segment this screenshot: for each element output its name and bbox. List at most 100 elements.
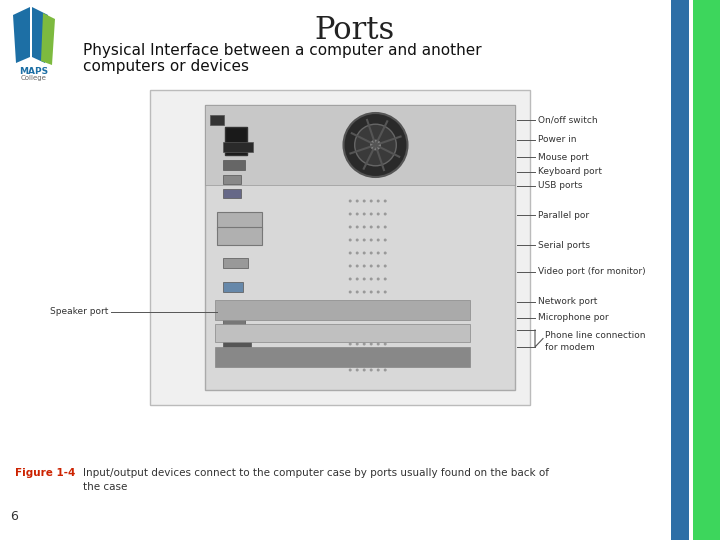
Circle shape — [369, 239, 373, 241]
Text: Serial ports: Serial ports — [538, 240, 590, 249]
Circle shape — [348, 303, 351, 307]
Circle shape — [348, 278, 351, 280]
Text: Video port (for monitor): Video port (for monitor) — [538, 267, 646, 276]
Circle shape — [348, 342, 351, 346]
Text: Microphone por: Microphone por — [538, 314, 608, 322]
Circle shape — [363, 355, 366, 359]
Circle shape — [348, 265, 351, 267]
Circle shape — [369, 368, 373, 372]
Bar — [223, 142, 253, 152]
Circle shape — [377, 355, 379, 359]
Circle shape — [369, 342, 373, 346]
Polygon shape — [32, 7, 48, 63]
Circle shape — [377, 342, 379, 346]
Bar — [215, 347, 470, 367]
Text: Mouse port: Mouse port — [538, 152, 589, 161]
Circle shape — [348, 252, 351, 254]
Circle shape — [363, 303, 366, 307]
Circle shape — [384, 355, 387, 359]
Circle shape — [384, 213, 387, 215]
Bar — [225, 127, 247, 155]
Text: Physical Interface between a computer and another: Physical Interface between a computer an… — [83, 43, 482, 58]
Circle shape — [356, 278, 359, 280]
Circle shape — [356, 252, 359, 254]
Bar — [217, 212, 262, 230]
Bar — [223, 175, 241, 184]
Text: Network port: Network port — [538, 298, 598, 307]
Text: Speaker port: Speaker port — [50, 307, 108, 316]
Circle shape — [356, 226, 359, 228]
Text: Ports: Ports — [315, 15, 395, 46]
Circle shape — [356, 213, 359, 215]
Text: College: College — [21, 75, 47, 81]
Bar — [693, 0, 720, 540]
Text: 6: 6 — [10, 510, 18, 523]
Circle shape — [384, 239, 387, 241]
Circle shape — [384, 291, 387, 294]
Bar — [205, 105, 515, 390]
Bar — [223, 189, 241, 198]
Circle shape — [348, 355, 351, 359]
Polygon shape — [41, 13, 55, 65]
Bar — [223, 337, 251, 347]
Bar — [215, 324, 470, 342]
Text: USB ports: USB ports — [538, 181, 582, 191]
Bar — [150, 90, 530, 405]
Circle shape — [363, 342, 366, 346]
Circle shape — [369, 252, 373, 254]
Circle shape — [348, 329, 351, 333]
Circle shape — [356, 355, 359, 359]
Circle shape — [369, 199, 373, 202]
Bar — [223, 258, 248, 268]
Circle shape — [377, 239, 379, 241]
Circle shape — [363, 252, 366, 254]
Circle shape — [377, 329, 379, 333]
Circle shape — [356, 329, 359, 333]
Polygon shape — [13, 7, 30, 63]
Circle shape — [363, 265, 366, 267]
Circle shape — [363, 291, 366, 294]
Text: for modem: for modem — [545, 343, 595, 353]
Circle shape — [348, 199, 351, 202]
Circle shape — [369, 291, 373, 294]
Circle shape — [384, 199, 387, 202]
Circle shape — [356, 342, 359, 346]
Circle shape — [384, 342, 387, 346]
Circle shape — [377, 252, 379, 254]
Bar — [223, 213, 253, 222]
Circle shape — [384, 316, 387, 320]
Text: computers or devices: computers or devices — [83, 59, 249, 74]
Circle shape — [377, 368, 379, 372]
Circle shape — [356, 316, 359, 320]
Circle shape — [369, 355, 373, 359]
Circle shape — [369, 265, 373, 267]
Bar — [223, 303, 245, 312]
Circle shape — [356, 368, 359, 372]
Circle shape — [369, 329, 373, 333]
Circle shape — [363, 239, 366, 241]
Circle shape — [377, 213, 379, 215]
Circle shape — [371, 140, 380, 150]
Circle shape — [348, 239, 351, 241]
Bar — [223, 318, 245, 327]
Bar — [223, 231, 243, 245]
Circle shape — [377, 265, 379, 267]
Circle shape — [377, 291, 379, 294]
Bar — [671, 0, 689, 540]
Circle shape — [363, 368, 366, 372]
Text: Figure 1-4: Figure 1-4 — [15, 468, 76, 478]
Circle shape — [348, 226, 351, 228]
Circle shape — [369, 213, 373, 215]
Circle shape — [356, 265, 359, 267]
Bar — [210, 115, 224, 125]
Circle shape — [369, 226, 373, 228]
Circle shape — [348, 291, 351, 294]
Text: On/off switch: On/off switch — [538, 116, 598, 125]
Circle shape — [369, 303, 373, 307]
Circle shape — [356, 303, 359, 307]
Circle shape — [363, 213, 366, 215]
Circle shape — [377, 303, 379, 307]
Circle shape — [384, 329, 387, 333]
Text: MAPS: MAPS — [19, 67, 48, 76]
Circle shape — [377, 199, 379, 202]
